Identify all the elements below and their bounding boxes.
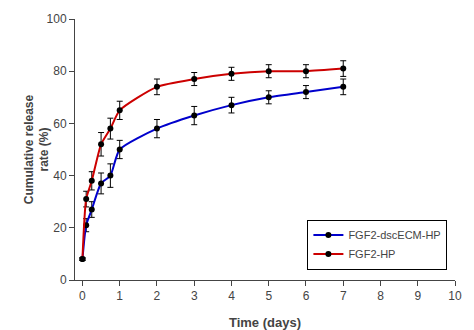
svg-text:4: 4: [228, 289, 235, 303]
svg-text:6: 6: [303, 289, 310, 303]
svg-text:0: 0: [79, 289, 86, 303]
svg-text:60: 60: [53, 117, 67, 131]
svg-text:FGF2-HP: FGF2-HP: [348, 248, 395, 260]
svg-text:100: 100: [47, 12, 67, 26]
svg-text:8: 8: [377, 289, 384, 303]
svg-text:40: 40: [53, 169, 67, 183]
svg-text:9: 9: [414, 289, 421, 303]
svg-text:3: 3: [191, 289, 198, 303]
svg-text:2: 2: [154, 289, 161, 303]
svg-text:0: 0: [60, 273, 67, 287]
svg-text:20: 20: [53, 221, 67, 235]
svg-text:Cumulative releaserate (%): Cumulative releaserate (%): [22, 94, 52, 204]
svg-text:FGF2-dscECM-HP: FGF2-dscECM-HP: [348, 229, 440, 241]
svg-text:10: 10: [448, 289, 462, 303]
svg-text:Time (days): Time (days): [229, 315, 301, 330]
svg-text:5: 5: [265, 289, 272, 303]
svg-text:80: 80: [53, 64, 67, 78]
svg-text:1: 1: [116, 289, 123, 303]
svg-text:7: 7: [340, 289, 347, 303]
